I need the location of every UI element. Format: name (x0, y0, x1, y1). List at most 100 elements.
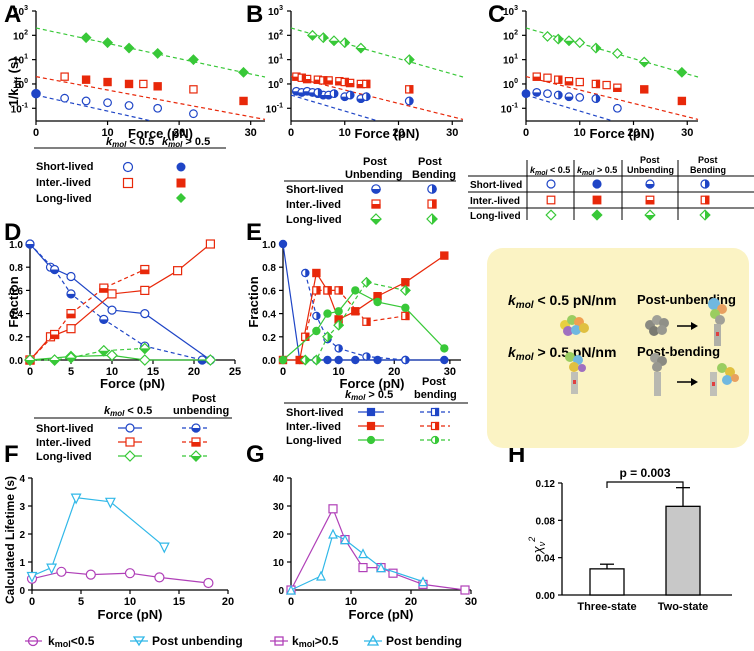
data-point (532, 87, 542, 97)
data-point (563, 35, 575, 47)
x-axis-label: Force (pN) (128, 126, 193, 141)
inset-row2-state: Post-bending (637, 344, 720, 359)
panel-g-plot: 0 10 20 30 Force (pN) 0 10 20 30 40 (273, 474, 477, 622)
data-point (25, 239, 35, 249)
legend-c-long: Long-lived (470, 211, 521, 222)
data-point (371, 184, 381, 194)
svg-text:Fraction: Fraction (6, 276, 21, 327)
data-point (339, 37, 351, 49)
x-tick-label: 10 (101, 127, 113, 139)
data-point (334, 286, 343, 295)
legend-e-bending: bending (414, 389, 457, 401)
legend-c-unbending: Unbending (627, 165, 674, 175)
data-point (286, 584, 296, 595)
x-axis-label: Force (pN) (340, 376, 405, 391)
data-point (358, 548, 368, 559)
y-tick-label: 102 (268, 29, 283, 42)
data-point (49, 329, 60, 340)
data-point (278, 239, 288, 249)
fit-line (290, 94, 378, 122)
series-line (304, 289, 406, 337)
data-point (158, 542, 170, 554)
data-point (140, 264, 150, 275)
data-point (334, 307, 343, 316)
data-point (323, 309, 332, 318)
legend-g: kmol>0.5 Post bending (270, 634, 462, 649)
arrow-icon (677, 322, 698, 330)
legend-c-short: Short-lived (470, 180, 522, 191)
data-point (360, 276, 372, 288)
fit-line (525, 76, 699, 120)
data-point (612, 103, 622, 113)
data-point (66, 309, 76, 319)
x-tick-label: 0 (280, 366, 286, 378)
data-point (328, 35, 340, 47)
inset-row1-label: kmol < 0.5 pN/nm (508, 292, 616, 311)
data-point (322, 331, 333, 343)
bar (589, 568, 625, 596)
data-point (85, 569, 96, 580)
legend-b-long: Long-lived (286, 214, 342, 226)
data-point (31, 88, 41, 99)
x-tick-label: 30 (446, 127, 458, 139)
data-point (187, 54, 199, 66)
y-tick-label: 0.6 (9, 286, 23, 297)
data-point (554, 75, 563, 84)
data-point (371, 199, 381, 209)
data-point (575, 77, 584, 87)
data-point (611, 47, 623, 59)
fit-line (35, 94, 151, 122)
data-point (190, 450, 202, 462)
data-point (602, 80, 611, 90)
legend-b-bending: Bending (412, 169, 456, 181)
data-point (366, 407, 376, 417)
data-point (154, 572, 165, 583)
panel-d-ylabel: Fraction (6, 276, 21, 327)
series-line (282, 243, 445, 361)
data-point (333, 319, 345, 331)
x-tick-label: 15 (147, 366, 159, 378)
data-point (66, 271, 76, 282)
data-point (239, 96, 248, 106)
series-line (29, 243, 211, 361)
panel-label-c: C (488, 1, 505, 28)
data-point (99, 314, 109, 324)
panel-a-plot: 0 10 20 30 Force (pN) 10-1 100 101 102 103 (11, 5, 266, 141)
data-point (592, 195, 602, 205)
series-line (30, 347, 145, 361)
data-point (644, 209, 656, 221)
data-point (189, 85, 198, 94)
data-point (340, 77, 349, 87)
y-tick-label: 103 (13, 5, 28, 18)
x-tick-label: Two-state (658, 601, 709, 613)
data-point (351, 307, 360, 316)
x-tick-label: 0 (33, 127, 39, 139)
data-point (545, 209, 557, 221)
data-point (26, 571, 38, 583)
legend-e-k: kmol > 0.5 (345, 389, 393, 402)
svg-text:Calculated Lifetime (s): Calculated Lifetime (s) (3, 476, 17, 604)
data-point (351, 355, 360, 365)
x-tick-label: 0 (523, 127, 529, 139)
y-tick-label: 100 (268, 78, 283, 91)
data-point (80, 32, 92, 44)
y-tick-label: 1.0 (262, 240, 276, 251)
data-point (404, 96, 414, 106)
data-point (358, 562, 368, 573)
data-point (403, 54, 415, 66)
data-point (107, 289, 117, 299)
data-point (676, 66, 688, 78)
data-point (427, 199, 437, 209)
data-point (640, 85, 649, 94)
legend-b-post2: Post (418, 156, 442, 168)
data-point (546, 179, 556, 189)
legend-e-inter: Inter.-lived (286, 421, 341, 433)
legend-c-k-gt: kmol > 0.5 (577, 165, 617, 177)
data-point (543, 89, 552, 99)
legend-c-post2: Post (698, 155, 718, 165)
x-axis-label: Force (pN) (590, 126, 655, 141)
data-point (152, 47, 164, 59)
data-point (564, 92, 574, 102)
data-point (307, 29, 318, 41)
series-line (29, 243, 211, 361)
